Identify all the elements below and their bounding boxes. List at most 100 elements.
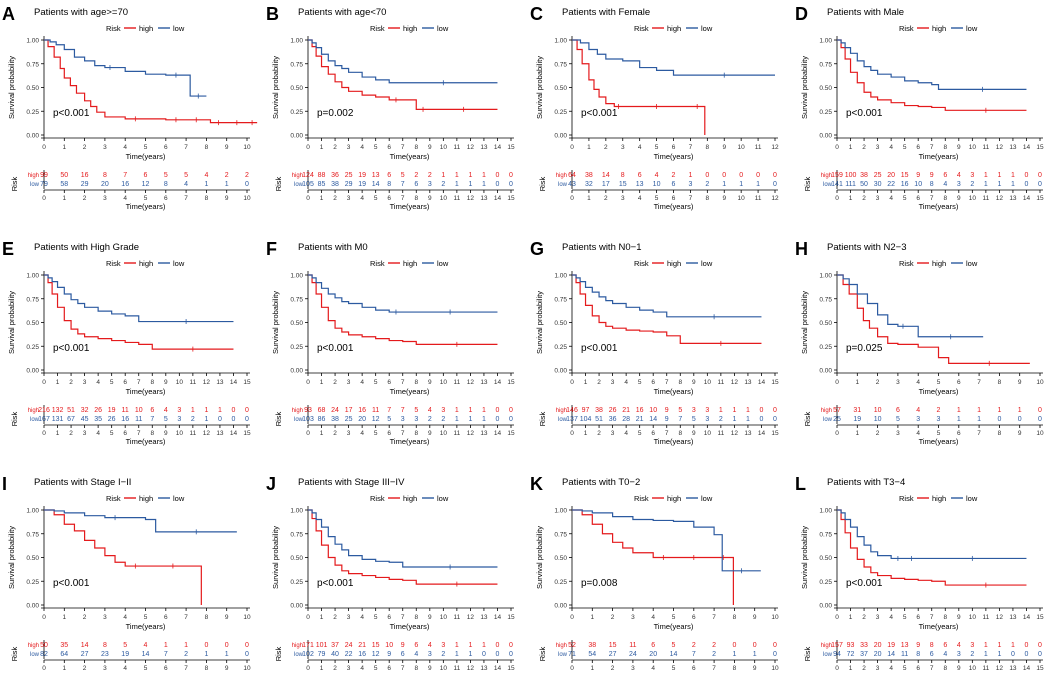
risk-count-high: 99 bbox=[40, 172, 48, 179]
risk-count-low: 50 bbox=[860, 181, 868, 188]
risk-count-high: 20 bbox=[874, 642, 882, 649]
risk-count-low: 0 bbox=[496, 651, 500, 658]
risk-count-low: 1 bbox=[756, 181, 760, 188]
risk-count-high: 15 bbox=[901, 172, 909, 179]
x-tick-label: 5 bbox=[144, 144, 148, 151]
x-tick-label: 15 bbox=[1036, 144, 1044, 151]
risk-x-tick-label: 4 bbox=[651, 665, 655, 672]
risk-count-low: 1 bbox=[204, 181, 208, 188]
risk-x-tick-label: 11 bbox=[755, 195, 762, 202]
risk-count-high: 6 bbox=[638, 172, 642, 179]
risk-x-tick-label: 7 bbox=[401, 665, 405, 672]
risk-x-tick-label: 12 bbox=[203, 430, 211, 437]
x-tick-label: 1 bbox=[855, 379, 859, 386]
risk-x-tick-label: 15 bbox=[507, 430, 515, 437]
legend-high-label: high bbox=[139, 259, 153, 268]
panel-letter: G bbox=[530, 239, 544, 259]
risk-count-low: 20 bbox=[358, 416, 366, 423]
risk-count-high: 9 bbox=[916, 172, 920, 179]
curve-high bbox=[837, 39, 1027, 111]
x-tick-label: 10 bbox=[969, 614, 977, 621]
risk-count-high: 3 bbox=[441, 642, 445, 649]
x-tick-label: 12 bbox=[996, 144, 1004, 151]
risk-count-high: 0 bbox=[1038, 642, 1042, 649]
panel-letter: F bbox=[266, 239, 277, 259]
x-tick-label: 4 bbox=[123, 614, 127, 621]
risk-count-high: 4 bbox=[204, 172, 208, 179]
y-tick-label: 0.00 bbox=[554, 368, 567, 375]
risk-count-low: 103 bbox=[302, 416, 314, 423]
risk-x-tick-label: 11 bbox=[453, 665, 460, 672]
risk-count-high: 5 bbox=[672, 642, 676, 649]
risk-x-tick-label: 9 bbox=[1018, 430, 1022, 437]
x-tick-label: 8 bbox=[414, 614, 418, 621]
risk-count-high: 93 bbox=[304, 407, 312, 414]
risk-count-high: 1 bbox=[1018, 407, 1022, 414]
y-tick-label: 0.25 bbox=[819, 344, 832, 351]
x-tick-label: 7 bbox=[977, 379, 981, 386]
risk-count-low: 0 bbox=[1018, 416, 1022, 423]
risk-x-tick-label: 9 bbox=[225, 195, 229, 202]
risk-count-high: 7 bbox=[387, 407, 391, 414]
y-tick-label: 1.00 bbox=[26, 508, 39, 515]
x-tick-label: 11 bbox=[189, 379, 196, 386]
risk-count-low: 9 bbox=[387, 651, 391, 658]
risk-count-high: 16 bbox=[358, 407, 366, 414]
axes: 0.000.250.500.751.000 1 2 3 4 5 6 7 8 9 10 11 12Time… bbox=[535, 36, 779, 161]
risk-count-high: 4 bbox=[428, 407, 432, 414]
x-tick-label: 2 bbox=[862, 144, 866, 151]
risk-x-tick-label: 10 bbox=[440, 665, 448, 672]
risk-count-high: 1 bbox=[191, 407, 195, 414]
risk-count-high: 5 bbox=[414, 407, 418, 414]
risk-count-low: 1 bbox=[957, 416, 961, 423]
x-tick-label: 3 bbox=[876, 614, 880, 621]
risk-count-low: 71 bbox=[568, 651, 576, 658]
risk-x-tick-label: 5 bbox=[374, 430, 378, 437]
y-tick-label: 0.50 bbox=[290, 555, 303, 562]
risk-count-high: 2 bbox=[428, 172, 432, 179]
risk-count-high: 0 bbox=[773, 642, 777, 649]
y-tick-label: 0.00 bbox=[554, 603, 567, 610]
risk-count-high: 1 bbox=[732, 407, 736, 414]
risk-count-low: 3 bbox=[957, 181, 961, 188]
risk-count-low: 1 bbox=[468, 651, 472, 658]
risk-row-label-high: high bbox=[556, 408, 567, 414]
risk-count-low: 1 bbox=[468, 416, 472, 423]
x-tick-label: 9 bbox=[428, 614, 432, 621]
risk-label: Risk bbox=[274, 411, 283, 426]
risk-count-low: 0 bbox=[509, 651, 513, 658]
risk-count-high: 13 bbox=[372, 172, 380, 179]
risk-count-high: 97 bbox=[582, 407, 590, 414]
x-tick-label: 13 bbox=[1009, 614, 1017, 621]
y-tick-label: 0.50 bbox=[554, 555, 567, 562]
risk-x-tick-label: 1 bbox=[849, 195, 853, 202]
risk-count-low: 0 bbox=[773, 181, 777, 188]
risk-x-tick-label: 8 bbox=[998, 430, 1002, 437]
x-tick-label: 0 bbox=[835, 614, 839, 621]
y-axis-label: Survival probability bbox=[7, 56, 16, 119]
risk-label: Risk bbox=[803, 411, 812, 426]
x-tick-label: 12 bbox=[467, 379, 475, 386]
y-tick-label: 0.25 bbox=[819, 579, 832, 586]
legend-title: Risk bbox=[370, 259, 385, 268]
x-tick-label: 11 bbox=[453, 144, 460, 151]
x-tick-label: 5 bbox=[903, 614, 907, 621]
risk-x-tick-label: 0 bbox=[306, 430, 310, 437]
risk-count-high: 216 bbox=[38, 407, 50, 414]
risk-count-high: 1 bbox=[984, 172, 988, 179]
risk-x-tick-label: 0 bbox=[306, 665, 310, 672]
x-tick-label: 10 bbox=[176, 379, 184, 386]
risk-x-tick-label: 7 bbox=[712, 665, 716, 672]
legend-title: Risk bbox=[370, 24, 385, 33]
x-tick-label: 11 bbox=[982, 144, 989, 151]
risk-count-low: 3 bbox=[957, 651, 961, 658]
risk-row-label-high: high bbox=[28, 173, 39, 179]
risk-x-tick-label: 5 bbox=[374, 195, 378, 202]
risk-x-tick-label: 1 bbox=[56, 430, 60, 437]
risk-count-low: 0 bbox=[760, 416, 764, 423]
risk-x-tick-label: 9 bbox=[428, 195, 432, 202]
y-tick-label: 0.00 bbox=[290, 368, 303, 375]
risk-count-high: 93 bbox=[847, 642, 855, 649]
risk-x-tick-label: 7 bbox=[930, 195, 934, 202]
